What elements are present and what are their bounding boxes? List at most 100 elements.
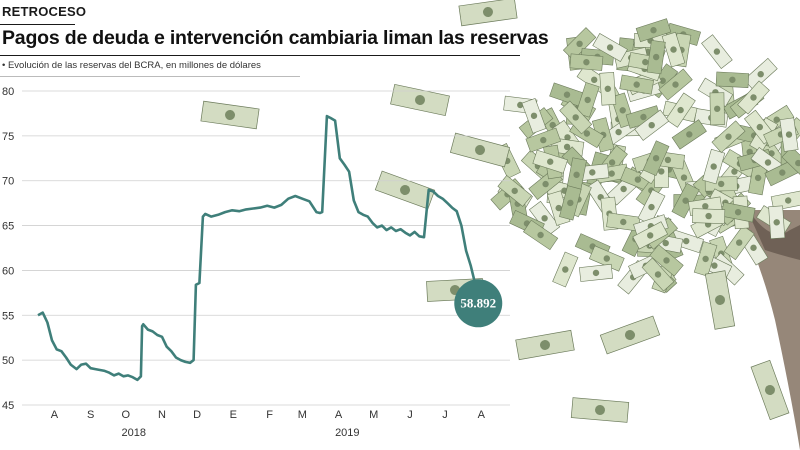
bill-portrait <box>620 218 627 226</box>
bill-portrait <box>773 219 780 226</box>
bill-portrait <box>591 76 598 84</box>
y-tick-label: 60 <box>2 265 14 277</box>
bill-portrait <box>541 215 548 222</box>
bill-portrait <box>711 262 718 269</box>
bill-portrait <box>483 7 493 17</box>
last-value-bubble <box>454 279 503 328</box>
y-tick-label: 70 <box>2 176 14 188</box>
bill-portrait <box>658 168 665 175</box>
dollar-bill <box>599 72 617 106</box>
x-year-label: 2019 <box>335 427 359 439</box>
bill-portrait <box>540 340 550 350</box>
bill-portrait <box>642 58 649 66</box>
dollar-bill <box>562 27 597 61</box>
bill-portrait <box>540 136 547 144</box>
bill-portrait <box>680 174 688 181</box>
bill-portrait <box>564 134 571 141</box>
bill-portrait <box>225 110 235 120</box>
bill-portrait <box>547 158 554 165</box>
x-tick-label: J <box>442 409 448 421</box>
y-tick-label: 75 <box>2 131 14 143</box>
falling-bill <box>374 170 436 210</box>
bill-portrait <box>654 271 662 278</box>
dollar-bill <box>649 244 684 277</box>
dollar-bill <box>634 109 670 141</box>
bill-portrait <box>672 81 679 88</box>
x-tick-label: S <box>87 409 94 421</box>
x-tick-label: F <box>266 409 273 421</box>
reserves-line <box>37 114 476 382</box>
subtitle-underline <box>0 76 300 77</box>
dollar-bill <box>737 80 770 115</box>
bill-portrait <box>705 212 712 220</box>
chart-kicker: RETROCESO <box>2 4 87 19</box>
bill-portrait <box>584 96 591 104</box>
bill-portrait <box>648 203 655 211</box>
dollar-bill <box>693 241 718 277</box>
bill-portrait <box>725 133 732 140</box>
falling-bill <box>570 397 630 423</box>
falling-bill <box>599 315 661 355</box>
dollar-bill <box>715 71 750 88</box>
bill-portrait <box>677 106 684 114</box>
chart-subtitle: • Evolución de las reservas del BCRA, en… <box>2 60 261 71</box>
bill-portrait <box>583 130 591 137</box>
bill-portrait <box>511 187 518 195</box>
bill-portrait <box>634 176 642 183</box>
bill-portrait <box>542 180 549 188</box>
bill-portrait <box>750 94 757 101</box>
bill-portrait <box>400 185 410 195</box>
bill-portrait <box>702 203 709 210</box>
dollar-bill <box>641 257 675 292</box>
bill-portrait <box>573 171 580 179</box>
bill-portrait <box>592 269 600 277</box>
bill-portrait <box>595 405 605 415</box>
last-value-label: 58.892 <box>460 295 496 310</box>
x-tick-label: M <box>369 409 378 421</box>
dollar-bill <box>525 127 562 153</box>
bill-portrait <box>785 197 792 204</box>
dollar-bill <box>552 251 579 288</box>
dollar-bill <box>635 18 672 43</box>
x-tick-label: M <box>298 409 307 421</box>
title-underline <box>0 55 520 56</box>
bill-portrait <box>650 27 657 34</box>
dollar-bill <box>592 33 628 62</box>
bill-portrait <box>633 81 640 88</box>
bill-portrait <box>710 163 717 170</box>
dollar-bill <box>559 185 582 221</box>
dollar-bill <box>579 263 613 282</box>
dollar-bill <box>709 92 725 126</box>
bill-portrait <box>620 185 627 193</box>
bill-portrait <box>549 121 556 129</box>
bill-portrait <box>603 255 610 262</box>
dollar-bill <box>701 34 733 69</box>
money-tree-illustration <box>200 0 800 450</box>
dollar-bill <box>692 208 726 224</box>
bill-portrait <box>567 199 574 207</box>
last-value-callout: 58.892 <box>454 279 503 328</box>
bill-portrait <box>785 131 793 138</box>
bill-portrait <box>653 53 660 61</box>
x-axis-ticks: A S O N D E F M A M J J A 2018 2019 <box>51 409 486 439</box>
falling-bill <box>515 329 575 361</box>
dollar-bill <box>702 148 726 185</box>
y-tick-label: 45 <box>2 400 14 412</box>
tree-branch <box>745 205 800 260</box>
falling-bill <box>704 270 736 330</box>
bill-portrait <box>765 385 775 395</box>
chart-gridlines <box>22 90 510 406</box>
bill-portrait <box>615 128 622 136</box>
dollar-bill <box>559 100 593 135</box>
falling-bill <box>390 83 450 117</box>
tree-trunk <box>735 210 800 450</box>
bill-portrait <box>606 44 614 51</box>
bill-portrait <box>475 145 485 155</box>
dollar-bill <box>770 190 800 211</box>
bill-portrait <box>663 257 670 264</box>
bill-portrait <box>415 95 425 105</box>
bill-portrait <box>664 156 672 164</box>
bill-portrait <box>648 121 655 129</box>
dollar-bill <box>569 53 604 71</box>
